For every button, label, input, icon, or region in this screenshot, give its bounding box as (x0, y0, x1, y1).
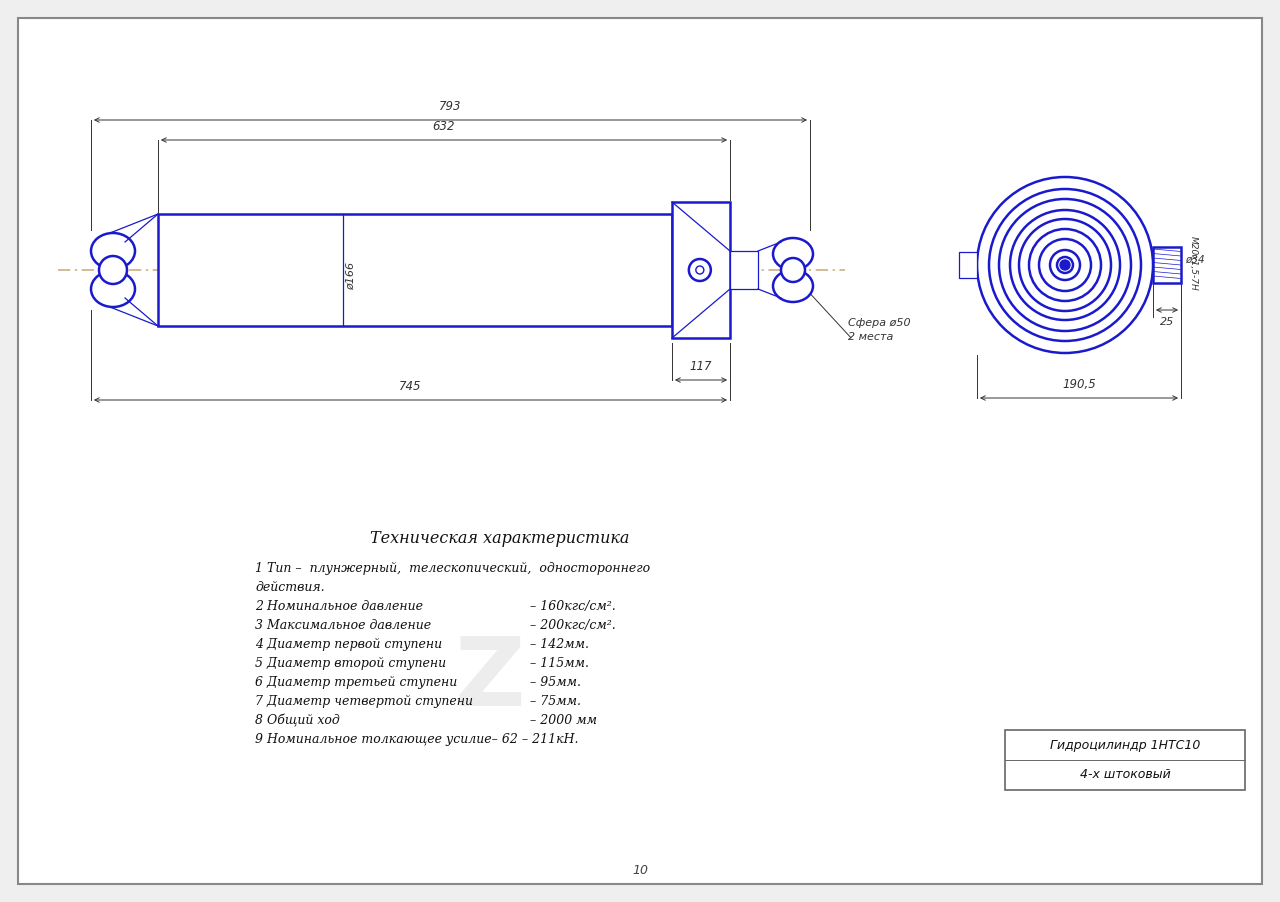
Text: 190,5: 190,5 (1062, 378, 1096, 391)
Text: действия.: действия. (255, 581, 325, 594)
Ellipse shape (773, 270, 813, 302)
Text: Сфера ø50: Сфера ø50 (849, 318, 910, 328)
Text: 793: 793 (439, 100, 462, 113)
Circle shape (99, 256, 127, 284)
Text: 7 Диаметр четвертой ступени: 7 Диаметр четвертой ступени (255, 695, 474, 708)
Bar (157, 214, 672, 326)
Text: M20x1,5-7H: M20x1,5-7H (1189, 235, 1198, 290)
Text: ø34: ø34 (1185, 255, 1204, 265)
Circle shape (689, 259, 710, 281)
Text: – 2000 мм: – 2000 мм (530, 714, 596, 727)
Text: 117: 117 (690, 360, 712, 373)
Circle shape (1060, 260, 1070, 270)
Text: – 95мм.: – 95мм. (530, 676, 581, 689)
Circle shape (696, 266, 704, 274)
Text: – 160кгс/см².: – 160кгс/см². (530, 600, 616, 613)
Text: – 115мм.: – 115мм. (530, 657, 589, 670)
Text: 6 Диаметр третьей ступени: 6 Диаметр третьей ступени (255, 676, 457, 689)
Bar (959, 252, 977, 278)
Text: 25: 25 (1160, 317, 1174, 327)
Text: 2 места: 2 места (849, 332, 893, 342)
Text: 632: 632 (433, 120, 456, 133)
Text: 2 Номинальное давление: 2 Номинальное давление (255, 600, 422, 613)
Text: 3 Максимальное давление: 3 Максимальное давление (255, 619, 431, 632)
Text: 5 Диаметр второй ступени: 5 Диаметр второй ступени (255, 657, 447, 670)
Bar (1005, 730, 1245, 790)
Text: ø166: ø166 (346, 262, 356, 290)
Text: Техническая характеристика: Техническая характеристика (370, 530, 630, 547)
Text: – 142мм.: – 142мм. (530, 638, 589, 651)
Ellipse shape (91, 233, 134, 269)
Circle shape (781, 258, 805, 282)
Ellipse shape (773, 238, 813, 270)
Ellipse shape (91, 271, 134, 307)
Text: 10: 10 (632, 863, 648, 877)
Text: – 200кгс/см².: – 200кгс/см². (530, 619, 616, 632)
Text: – 75мм.: – 75мм. (530, 695, 581, 708)
Text: 8 Общий ход: 8 Общий ход (255, 714, 339, 727)
Text: 4 Диаметр первой ступени: 4 Диаметр первой ступени (255, 638, 442, 651)
Text: Z: Z (454, 633, 525, 726)
Bar (730, 251, 758, 289)
Text: 9 Номинальное толкающее усилие– 62 – 211кН.: 9 Номинальное толкающее усилие– 62 – 211… (255, 733, 579, 746)
Bar (1153, 247, 1181, 283)
Text: Гидроцилиндр 1НТС10: Гидроцилиндр 1НТС10 (1050, 739, 1201, 751)
Text: 745: 745 (399, 380, 421, 393)
Text: 4-х штоковый: 4-х штоковый (1079, 769, 1170, 781)
Text: 1 Тип –  плунжерный,  телескопический,  одностороннего: 1 Тип – плунжерный, телескопический, одн… (255, 562, 650, 575)
Bar (672, 202, 730, 338)
